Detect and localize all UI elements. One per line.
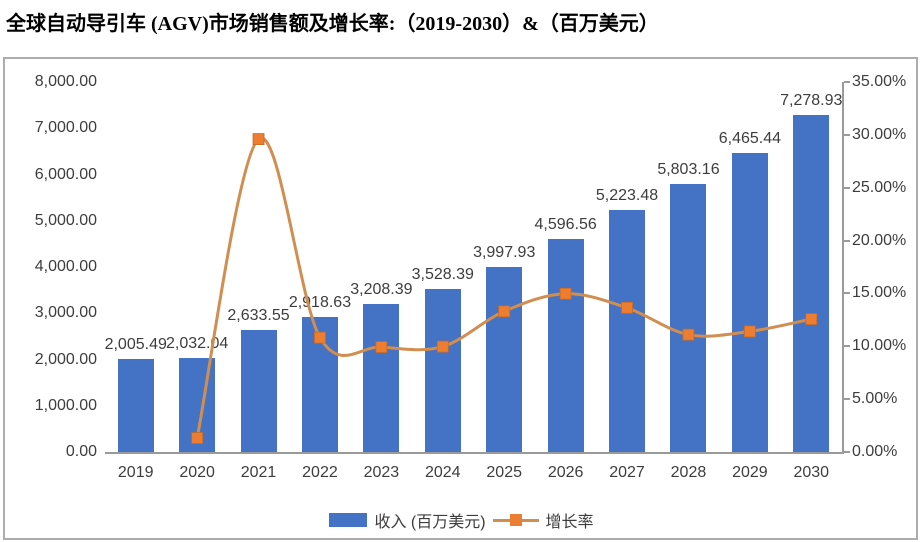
y-left-tick-label: 4,000.00 — [34, 258, 97, 275]
bar-value-label-2020: 2,032.04 — [165, 335, 229, 353]
y-right-tick-label: 5.00% — [852, 390, 898, 408]
legend: 收入 (百万美元) 增长率 — [0, 508, 923, 532]
y-left-tick-label: 2,000.00 — [34, 350, 97, 368]
x-tick-label-2023: 2023 — [363, 464, 400, 481]
y-right-tick-mark — [844, 81, 850, 83]
bar-value-label-2019: 2,005.49 — [104, 336, 167, 354]
y-left-tick-label: 7,000.00 — [34, 119, 97, 137]
revenue-bar-2025 — [486, 267, 523, 452]
bar-value-label-2028: 5,803.16 — [657, 160, 720, 178]
x-tick-label-2020: 2020 — [179, 464, 215, 481]
y-right-tick-label: 10.00% — [852, 337, 907, 355]
bar-value-label-2026: 4,596.56 — [534, 216, 597, 234]
y-left-tick-label: 8,000.00 — [34, 73, 97, 90]
y-right-tick-label: 30.00% — [852, 125, 907, 143]
legend-growth-label: 增长率 — [545, 514, 594, 531]
x-tick-label-2026: 2026 — [547, 464, 584, 481]
bar-value-label-2029: 6,465.44 — [718, 129, 782, 147]
bar-value-label-2024: 3,528.39 — [411, 265, 474, 283]
revenue-bar-2028 — [670, 183, 707, 452]
y-axis-right-ticks — [842, 81, 850, 453]
revenue-bar-2027 — [609, 210, 646, 452]
x-tick-label-2027: 2027 — [609, 464, 645, 481]
growth-marker — [252, 133, 265, 145]
x-tick-label-2030: 2030 — [793, 464, 830, 481]
revenue-bar-2029 — [731, 152, 768, 452]
y-left-tick-label: 6,000.00 — [34, 165, 97, 183]
y-right-tick-label: 15.00% — [852, 284, 907, 302]
x-tick-label-2029: 2029 — [732, 464, 768, 481]
x-tick-label-2028: 2028 — [670, 464, 707, 481]
growth-line-marker-icon — [492, 514, 539, 526]
x-tick-label-2024: 2024 — [424, 464, 461, 481]
x-tick-label-2022: 2022 — [302, 464, 338, 481]
y-right-tick-label: 20.00% — [852, 231, 907, 249]
y-right-tick-label: 25.00% — [852, 178, 907, 196]
revenue-bar-2020 — [179, 358, 216, 452]
bar-value-label-2025: 3,997.93 — [473, 244, 536, 262]
y-right-tick-label: 35.00% — [852, 73, 907, 90]
y-left-tick-label: 5,000.00 — [34, 211, 97, 229]
y-left-tick-label: 0.00 — [65, 443, 97, 460]
y-right-tick-label: 0.00% — [852, 443, 898, 460]
y-axis-right: 0.00% 5.00% 10.00% 15.00% 20.00% 25.00% 30.00%… — [852, 73, 923, 460]
y-left-tick-label: 3,000.00 — [34, 304, 97, 322]
y-right-tick-mark — [844, 398, 850, 401]
bar-value-label-2027: 5,223.48 — [595, 187, 659, 205]
y-axis-left: 0.00 1,000.00 2,000.00 3,000.00 4,000.00 5,00… — [2, 73, 97, 460]
legend-item-revenue: 收入 (百万美元) — [329, 508, 486, 532]
y-left-tick-label: 1,000.00 — [34, 396, 97, 414]
x-tick-label-2021: 2021 — [240, 464, 277, 481]
y-right-tick-mark — [844, 292, 850, 295]
chart-title: 全球自动导引车 (AGV)市场销售额及增长率:（2019-2030）&（百万美元… — [6, 13, 659, 35]
legend-revenue-label: 收入 (百万美元) — [374, 514, 486, 531]
revenue-bar-2026 — [547, 239, 584, 452]
revenue-bar-2019 — [117, 359, 154, 452]
revenue-bar-2023 — [363, 303, 400, 452]
y-right-tick-mark — [844, 451, 850, 453]
y-right-tick-mark — [844, 239, 850, 242]
x-tick-label-2025: 2025 — [486, 464, 522, 481]
y-right-tick-mark — [844, 133, 850, 136]
legend-item-growth: 增长率 — [492, 508, 594, 532]
plot-area: 0.00 1,000.00 2,000.00 3,000.00 4,000.00 5,00… — [35, 73, 907, 481]
revenue-bar-2022 — [301, 317, 338, 452]
x-tick-label-2019: 2019 — [117, 464, 154, 481]
revenue-bar-2021 — [240, 330, 277, 452]
bar-value-label-2030: 7,278.93 — [780, 92, 843, 110]
revenue-bar-2030 — [793, 115, 830, 452]
y-right-tick-mark — [844, 186, 850, 189]
revenue-bar-2024 — [424, 288, 461, 452]
revenue-swatch-icon — [329, 513, 368, 527]
y-right-tick-mark — [844, 345, 850, 348]
